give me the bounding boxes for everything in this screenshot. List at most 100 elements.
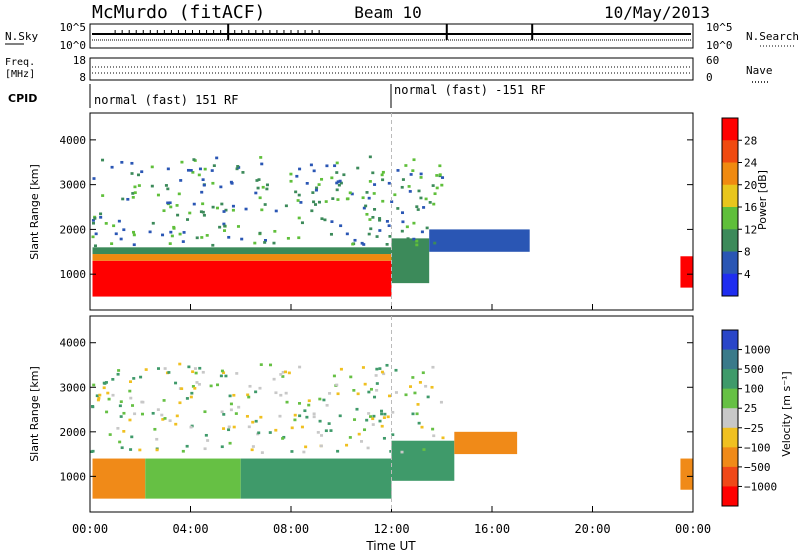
velocity-patch: [119, 415, 123, 418]
power-patch: [244, 207, 248, 211]
power-patch: [130, 172, 134, 175]
velocity-patch: [411, 412, 415, 416]
power-patch: [368, 155, 372, 159]
power-patch: [272, 241, 276, 245]
power-patch: [181, 240, 185, 243]
velocity-patch: [298, 365, 302, 369]
power-patch: [198, 167, 202, 171]
power-patch: [400, 211, 405, 215]
velocity-patch: [304, 445, 308, 449]
power-patch: [365, 191, 369, 194]
velocity-patch: [203, 447, 207, 451]
power-patch: [373, 208, 377, 211]
power-patch: [210, 169, 214, 172]
velocity-patch: [140, 400, 144, 404]
velocity-patch: [245, 414, 249, 418]
velocity-patch: [259, 363, 263, 366]
power-colorbar-label: Power [dB]: [756, 170, 769, 230]
power-patch: [200, 190, 204, 194]
power-patch: [231, 204, 235, 208]
power-patch: [219, 185, 223, 189]
velocity-colorbar-swatch: [722, 388, 738, 409]
power-patch: [131, 192, 135, 195]
power-patch: [294, 190, 298, 194]
velocity-colorbar-ticklabel: −500: [744, 461, 771, 474]
power-patch: [329, 232, 333, 236]
velocity-patch: [345, 443, 349, 447]
velocity-patch: [195, 381, 199, 384]
power-patch: [110, 165, 114, 169]
power-patch: [339, 181, 343, 185]
power-patch: [178, 232, 182, 236]
date-title: 10/May/2013: [604, 3, 710, 22]
power-band-orange: [92, 254, 392, 261]
power-patch: [284, 204, 288, 208]
power-patch: [256, 186, 260, 190]
power-patch: [297, 193, 301, 197]
power-patch: [333, 164, 337, 168]
velocity-patch: [191, 385, 195, 388]
power-patch: [345, 232, 349, 236]
power-patch: [104, 222, 108, 225]
power-patch: [387, 224, 391, 228]
power-patch: [150, 184, 154, 188]
power-patch: [166, 187, 170, 191]
power-patch: [435, 174, 439, 177]
power-patch: [132, 230, 136, 234]
power-patch: [362, 243, 366, 246]
power-band-blue-tail: [429, 229, 530, 252]
velocity-patch: [365, 418, 369, 422]
power-patch: [295, 174, 299, 178]
velocity-ylabel: Slant Range [km]: [28, 366, 41, 462]
velocity-patch: [336, 392, 340, 396]
xaxis-label: Time UT: [365, 539, 416, 553]
power-patch: [231, 208, 235, 212]
velocity-patch: [420, 425, 424, 429]
power-patch: [202, 213, 206, 217]
velocity-patch: [247, 425, 251, 429]
velocity-patch: [373, 395, 377, 399]
power-colorbar-ticklabel: 8: [744, 246, 751, 259]
velocity-patch: [353, 418, 357, 421]
velocity-patch: [356, 392, 360, 396]
velocity-patch: [133, 412, 137, 416]
velocity-patch: [116, 426, 120, 430]
power-patch: [407, 185, 411, 188]
power-patch: [299, 201, 303, 204]
velocity-patch: [312, 415, 316, 419]
power-patch: [387, 181, 391, 185]
power-patch: [309, 163, 313, 167]
noise-traces: [92, 24, 691, 41]
power-patch: [438, 173, 442, 177]
velocity-patch: [363, 382, 367, 386]
velocity-patch: [439, 400, 443, 404]
power-patch: [92, 177, 96, 180]
power-patch: [182, 231, 186, 234]
power-patch: [156, 193, 160, 197]
power-patch: [175, 204, 179, 207]
power-patch: [161, 233, 165, 237]
power-patch: [257, 178, 261, 181]
velocity-patch: [383, 412, 387, 416]
velocity-band-lightgreen: [145, 458, 241, 499]
velocity-patch: [178, 401, 182, 405]
power-patch: [260, 162, 264, 166]
freq-tick-top: 18: [73, 54, 86, 67]
freq-unit-label: [MHz]: [5, 69, 35, 80]
velocity-patch: [290, 426, 294, 430]
power-patch: [265, 187, 269, 191]
power-patch: [162, 209, 166, 213]
power-patch: [119, 237, 123, 241]
power-patch: [203, 167, 207, 171]
power-patch: [168, 201, 172, 205]
velocity-patch: [339, 367, 343, 371]
power-patch: [211, 181, 215, 185]
velocity-patch: [204, 433, 208, 437]
power-patch: [222, 222, 226, 226]
velocity-patch: [118, 404, 122, 408]
velocity-patch: [91, 405, 95, 409]
velocity-patch: [375, 367, 379, 371]
power-patch: [438, 164, 442, 168]
velocity-patch: [155, 437, 159, 441]
nave-label: Nave: [746, 64, 773, 77]
